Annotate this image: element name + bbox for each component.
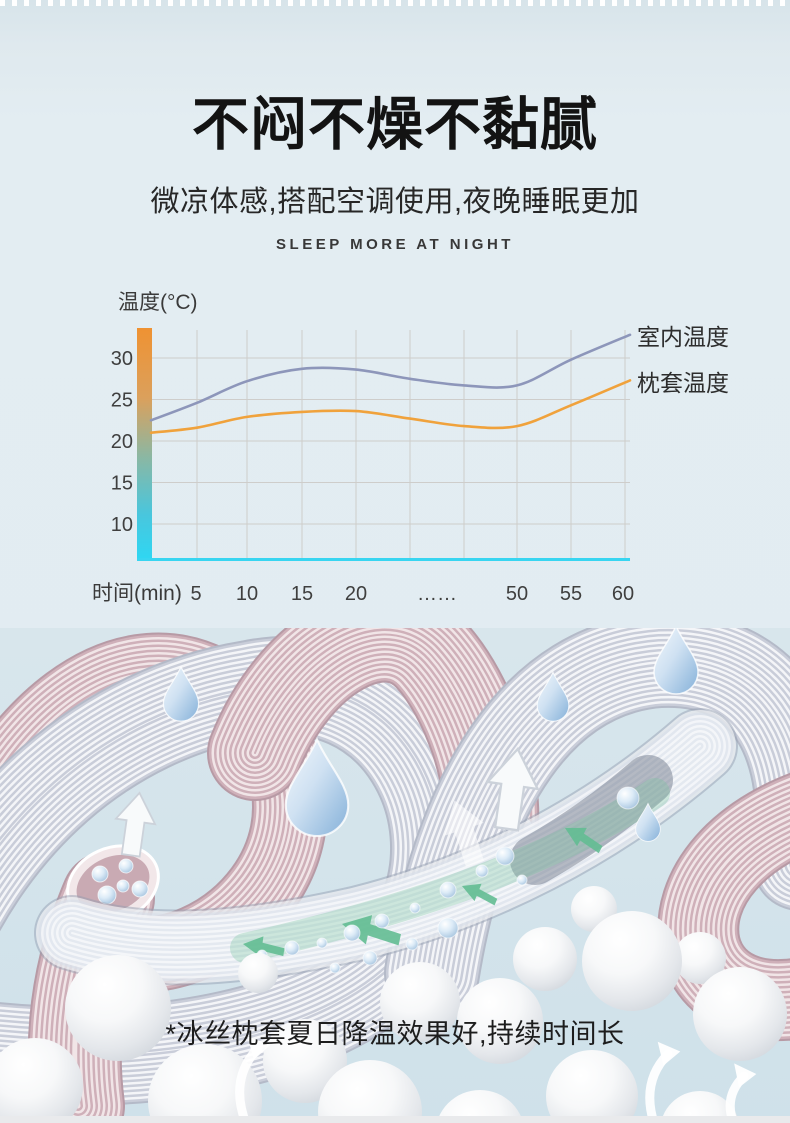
y-tick-15: 15 xyxy=(111,473,133,495)
chart-canvas xyxy=(137,328,632,561)
foam-sphere xyxy=(380,962,460,1042)
airflow-arrow-icon xyxy=(342,915,401,946)
x-tick-15: 15 xyxy=(291,583,313,605)
y-tick-25: 25 xyxy=(111,390,133,412)
hero-text-block: 不闷不燥不黏腻 微凉体感,搭配空调使用,夜晚睡眠更加 SLEEP MORE AT… xyxy=(0,0,790,253)
foam-sphere xyxy=(65,955,171,1061)
y-axis-label: 温度(°C) xyxy=(118,291,198,314)
foam-sphere xyxy=(693,967,787,1061)
moisture-bead xyxy=(439,881,457,899)
hero-section: 不闷不燥不黏腻 微凉体感,搭配空调使用,夜晚睡眠更加 SLEEP MORE AT… xyxy=(0,0,790,605)
moisture-bead xyxy=(284,940,300,956)
page-title: 不闷不燥不黏腻 xyxy=(192,93,598,157)
water-droplet-icon xyxy=(162,665,200,722)
water-droplet-icon xyxy=(284,736,350,838)
water-droplet-icon xyxy=(635,802,661,842)
x-tick-20: 20 xyxy=(345,583,367,605)
x-tick-break: …… xyxy=(417,583,457,605)
foam-sphere xyxy=(546,1050,638,1123)
legend-label-room-temperature: 室内温度 xyxy=(637,324,729,350)
series-line-room-temperature xyxy=(149,333,632,422)
foam-sphere xyxy=(457,978,543,1064)
up-arrow-icon xyxy=(485,746,540,832)
foam-sphere xyxy=(513,927,577,991)
moisture-bead xyxy=(97,885,117,905)
moisture-bead xyxy=(475,864,489,878)
moisture-bead xyxy=(495,846,515,866)
moisture-bead xyxy=(329,962,341,974)
moisture-bead xyxy=(118,858,134,874)
moisture-bead xyxy=(409,902,421,914)
moisture-bead xyxy=(91,865,109,883)
moisture-bead xyxy=(316,937,328,949)
temperature-line-chart: 温度(°C) 时间(min) 30 25 20 15 10 5 10 15 20… xyxy=(92,291,729,605)
series-line-pillow-temperature xyxy=(149,379,632,434)
moisture-bead xyxy=(616,786,640,810)
foam-sphere xyxy=(238,953,278,993)
x-tick-5: 5 xyxy=(190,583,201,605)
foam-sphere xyxy=(263,1019,347,1103)
illustration-canvas xyxy=(0,628,790,1123)
foam-sphere xyxy=(148,1044,262,1123)
page-subtitle: 微凉体感,搭配空调使用,夜晚睡眠更加 xyxy=(150,185,640,218)
foam-sphere xyxy=(0,1038,83,1123)
footnote-text: *冰丝枕套夏日降温效果好,持续时间长 xyxy=(165,1019,625,1049)
moisture-bead xyxy=(343,924,361,942)
water-droplet-icon xyxy=(536,670,570,722)
moisture-bead xyxy=(131,880,149,898)
up-arrow-icon xyxy=(114,791,157,858)
bottom-edge-strip xyxy=(0,1116,790,1123)
y-tick-10: 10 xyxy=(111,514,133,536)
up-arrow-ghost-icon xyxy=(443,800,485,867)
moisture-bead xyxy=(405,937,419,951)
airflow-arrow-icon xyxy=(565,827,603,854)
y-axis-gradient-bar xyxy=(137,328,152,561)
x-tick-10: 10 xyxy=(236,583,258,605)
foam-sphere xyxy=(674,932,726,984)
x-axis-label: 时间(min) xyxy=(92,582,182,605)
y-tick-30: 30 xyxy=(111,348,133,370)
moisture-bead xyxy=(516,874,528,886)
dotted-border-decoration xyxy=(0,0,790,6)
x-tick-60: 60 xyxy=(612,583,634,605)
fiber-illustration xyxy=(0,628,790,1123)
x-tick-55: 55 xyxy=(560,583,582,605)
foam-sphere xyxy=(436,1090,524,1123)
foam-sphere xyxy=(582,911,682,1011)
grid-lines xyxy=(151,330,630,560)
foam-sphere xyxy=(318,1060,422,1123)
moisture-bead xyxy=(116,879,130,893)
water-droplet-icon xyxy=(653,628,699,695)
legend-label-pillow-temperature: 枕套温度 xyxy=(637,370,729,396)
tagline-english: SLEEP MORE AT NIGHT xyxy=(276,235,514,253)
y-tick-20: 20 xyxy=(111,431,133,453)
fiber-tube-white-left xyxy=(0,635,490,1106)
moisture-bead xyxy=(362,950,378,966)
airflow-arrow-icon xyxy=(243,936,285,957)
foam-sphere xyxy=(660,1091,740,1123)
airflow-arrow-icon xyxy=(462,883,498,906)
x-tick-50: 50 xyxy=(506,583,528,605)
moisture-bead xyxy=(437,917,459,939)
moisture-bead xyxy=(374,913,390,929)
